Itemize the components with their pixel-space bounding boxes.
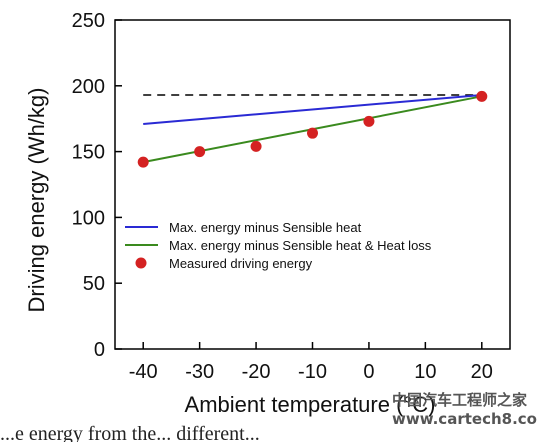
caption-fragment: ...e energy from the... different...: [0, 423, 260, 442]
x-tick-label: 20: [471, 361, 493, 383]
y-tick-label: 50: [83, 273, 105, 295]
legend: Max. energy minus Sensible heat Max. ener…: [125, 220, 432, 271]
series: [137, 90, 488, 168]
x-tick-label: -10: [298, 361, 327, 383]
legend-swatch-dot: [135, 257, 147, 269]
ticks: 0 50 100 150 200 250 -40 -30 -20 -10 0 10 20: [72, 10, 493, 383]
series-line-1: [143, 94, 482, 125]
y-tick-label: 100: [72, 207, 105, 229]
axes: [114, 19, 511, 350]
y-tick-label: 200: [72, 76, 105, 98]
data-point: [363, 115, 375, 127]
watermark-line-2: www.cartech8.com: [392, 410, 538, 428]
data-point: [137, 156, 149, 168]
x-axis-title: Ambient temperature (°C): [185, 392, 436, 417]
x-tick-label: 0: [363, 361, 374, 383]
x-tick-label: 10: [414, 361, 436, 383]
legend-label: Max. energy minus Sensible heat & Heat l…: [169, 238, 432, 253]
watermark-line-1: 中国汽车工程师之家: [392, 391, 527, 409]
x-tick-label: -30: [185, 361, 214, 383]
x-tick-label: -40: [129, 361, 158, 383]
legend-label: Max. energy minus Sensible heat: [169, 220, 362, 235]
x-tick-label: -20: [242, 361, 271, 383]
data-point: [250, 140, 262, 152]
data-point: [307, 127, 318, 139]
legend-label: Measured driving energy: [169, 256, 313, 271]
plot-frame: [114, 19, 511, 350]
y-tick-label: 0: [94, 339, 105, 361]
y-tick-label: 250: [72, 10, 105, 32]
y-tick-label: 150: [72, 142, 105, 164]
y-axis-title: Driving energy (Wh/kg): [24, 88, 49, 313]
data-point: [476, 90, 488, 102]
data-point: [194, 146, 206, 158]
